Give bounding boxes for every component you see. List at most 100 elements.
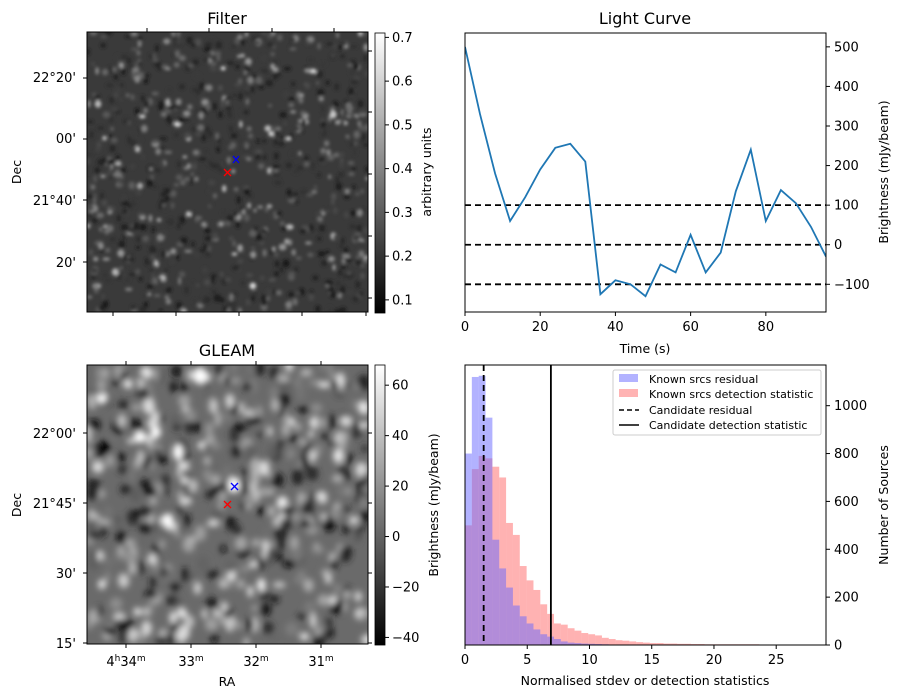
noise-blob <box>253 226 259 231</box>
noise-blob <box>102 257 111 261</box>
noise-blob <box>230 43 237 49</box>
noise-blob <box>143 78 149 84</box>
noise-blob <box>170 258 175 265</box>
noise-blob <box>320 512 327 521</box>
noise-blob <box>191 87 199 92</box>
noise-blob <box>251 538 261 547</box>
histogram-ytick-label: 0 <box>834 639 842 654</box>
colorbar-tick-label: −20 <box>392 580 419 595</box>
noise-blob <box>259 590 271 600</box>
noise-blob <box>269 366 279 380</box>
noise-blob <box>338 269 343 276</box>
histogram-bar <box>506 522 513 645</box>
histogram-bar <box>512 605 520 645</box>
noise-blob <box>121 224 128 231</box>
noise-blob <box>121 271 127 279</box>
noise-blob <box>357 240 365 248</box>
noise-blob <box>241 468 249 476</box>
noise-blob <box>246 126 252 132</box>
noise-blob <box>344 188 351 194</box>
noise-blob <box>326 149 331 156</box>
noise-blob <box>255 365 265 377</box>
noise-blob <box>304 600 316 615</box>
noise-blob <box>270 595 280 604</box>
histogram-xlabel: Normalised stdev or detection statistics <box>521 673 770 688</box>
noise-blob <box>325 627 334 638</box>
noise-blob <box>110 206 116 213</box>
filter-panel: Filter 22°20' 00' 21°40' 20' Dec 0.1 0.2 0… <box>9 9 434 316</box>
noise-blob <box>349 224 357 229</box>
histogram-bar <box>622 640 630 645</box>
noise-blob <box>210 163 218 169</box>
noise-blob <box>299 632 310 641</box>
noise-blob <box>274 528 282 544</box>
noise-blob <box>275 211 282 217</box>
noise-blob <box>343 121 348 126</box>
histogram-bar <box>506 587 513 645</box>
noise-blob <box>270 386 278 401</box>
noise-blob <box>335 32 340 38</box>
noise-blob <box>243 188 250 195</box>
noise-blob <box>250 295 256 302</box>
noise-blob <box>93 288 99 294</box>
noise-blob <box>321 431 328 441</box>
noise-blob <box>203 457 210 465</box>
bright-source <box>193 368 207 384</box>
noise-blob <box>352 235 360 242</box>
noise-blob <box>201 221 207 228</box>
colorbar-tick-label: 0.4 <box>392 162 413 177</box>
gleam-xlabel: RA <box>219 674 236 689</box>
colorbar-tick-label: 60 <box>392 379 409 394</box>
noise-blob <box>193 251 200 258</box>
noise-blob <box>235 64 240 70</box>
noise-blob <box>116 529 123 545</box>
noise-blob <box>137 536 147 548</box>
noise-blob <box>205 597 218 610</box>
noise-blob <box>280 221 285 226</box>
noise-blob <box>159 137 168 141</box>
noise-blob <box>211 632 218 644</box>
noise-blob <box>256 578 266 592</box>
noise-blob <box>183 614 195 629</box>
noise-blob <box>161 474 170 488</box>
noise-blob <box>244 251 251 255</box>
noise-blob <box>198 111 204 120</box>
histogram-bar <box>471 376 479 645</box>
noise-blob <box>143 108 148 114</box>
noise-blob <box>189 176 194 185</box>
noise-blob <box>138 138 143 142</box>
noise-blob <box>177 490 184 500</box>
noise-blob <box>123 549 136 563</box>
noise-blob <box>292 422 303 431</box>
noise-blob <box>164 67 171 71</box>
noise-blob <box>358 125 366 131</box>
noise-blob <box>137 36 143 41</box>
noise-blob <box>318 622 327 633</box>
noise-blob <box>177 624 190 641</box>
noise-blob <box>356 224 363 232</box>
noise-blob <box>221 210 229 216</box>
noise-blob <box>347 271 352 276</box>
noise-blob <box>152 53 156 58</box>
noise-blob <box>303 161 310 168</box>
noise-blob <box>131 128 136 137</box>
noise-blob <box>330 558 338 570</box>
noise-blob <box>194 176 199 182</box>
noise-blob <box>250 86 255 93</box>
noise-blob <box>204 435 216 445</box>
noise-blob <box>273 171 281 178</box>
legend-frame <box>612 369 822 436</box>
noise-blob <box>215 365 224 377</box>
noise-blob <box>315 305 321 312</box>
noise-blob <box>104 571 111 584</box>
noise-blob <box>313 498 321 506</box>
gleam-ytick-label: 21°45' <box>33 497 76 512</box>
noise-blob <box>144 257 149 266</box>
noise-blob <box>184 420 194 435</box>
noise-blob <box>166 570 178 584</box>
noise-blob <box>317 251 326 257</box>
noise-blob <box>203 278 212 286</box>
noise-blob <box>237 54 241 59</box>
noise-blob <box>337 432 348 444</box>
colorbar-tick-label: 0.5 <box>392 118 413 133</box>
